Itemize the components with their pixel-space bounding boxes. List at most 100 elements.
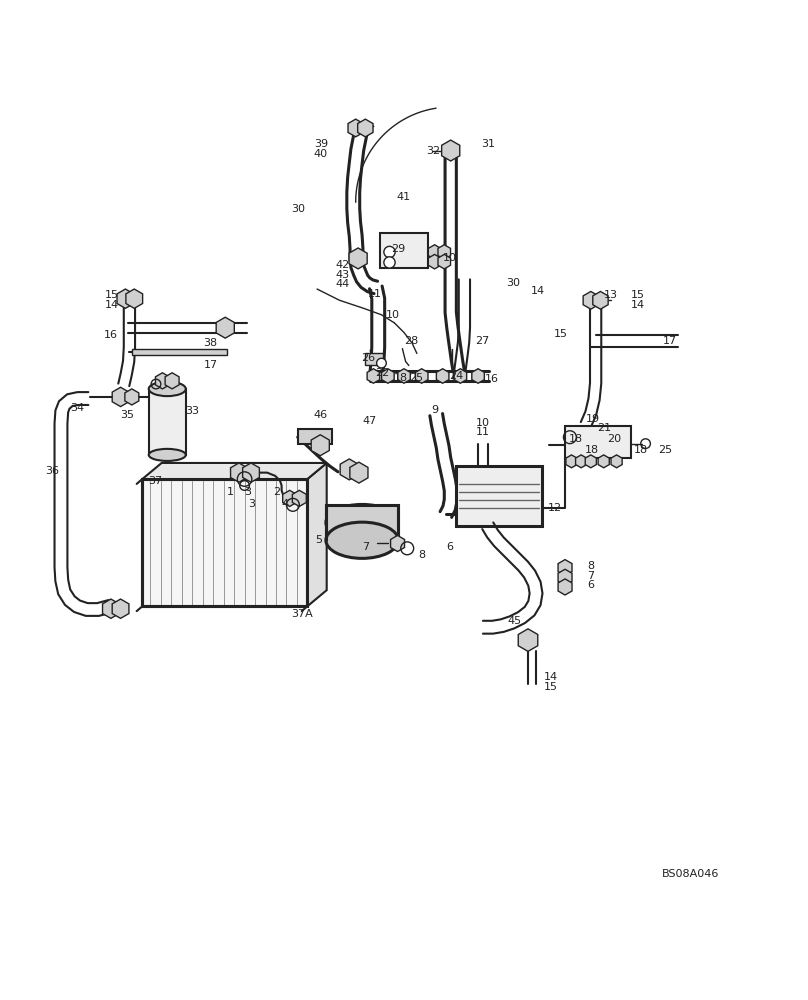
Text: 16: 16 <box>485 374 499 384</box>
Polygon shape <box>165 373 179 389</box>
Text: 10: 10 <box>476 418 490 428</box>
Polygon shape <box>566 455 577 468</box>
Ellipse shape <box>326 522 398 558</box>
Text: 47: 47 <box>363 416 377 426</box>
Text: 10: 10 <box>443 253 457 263</box>
Polygon shape <box>142 463 326 479</box>
Text: 3: 3 <box>248 499 255 509</box>
Text: 1: 1 <box>227 487 234 497</box>
Polygon shape <box>217 317 234 338</box>
Polygon shape <box>242 463 259 482</box>
Text: 35: 35 <box>120 410 135 420</box>
Circle shape <box>384 246 395 258</box>
Text: 14: 14 <box>544 672 558 682</box>
Text: 17: 17 <box>663 336 677 346</box>
Text: 21: 21 <box>597 423 612 433</box>
Text: 14: 14 <box>104 300 119 310</box>
Text: 44: 44 <box>335 279 350 289</box>
Polygon shape <box>381 369 394 383</box>
Polygon shape <box>230 463 247 482</box>
Text: 5: 5 <box>315 535 322 545</box>
Polygon shape <box>349 248 367 269</box>
Polygon shape <box>348 119 364 137</box>
Text: 18: 18 <box>584 445 599 455</box>
Text: 18: 18 <box>393 373 408 383</box>
Text: 37A: 37A <box>291 609 313 619</box>
Bar <box>297 429 331 444</box>
Text: 14: 14 <box>631 300 646 310</box>
Text: 39: 39 <box>314 139 328 149</box>
Polygon shape <box>611 455 622 468</box>
Text: 18: 18 <box>634 445 648 455</box>
Text: 24: 24 <box>449 371 463 381</box>
Polygon shape <box>585 455 596 468</box>
Polygon shape <box>126 289 143 308</box>
Text: 25: 25 <box>409 373 423 383</box>
Polygon shape <box>454 369 467 383</box>
Polygon shape <box>112 599 129 618</box>
Text: 38: 38 <box>203 338 217 348</box>
Text: 27: 27 <box>475 336 489 346</box>
Text: BS08A046: BS08A046 <box>662 869 719 879</box>
Text: 7: 7 <box>587 571 595 581</box>
Bar <box>326 505 398 540</box>
Text: 13: 13 <box>604 290 617 300</box>
Text: 11: 11 <box>368 289 381 299</box>
Text: 37: 37 <box>148 476 162 486</box>
Text: 43: 43 <box>335 270 350 280</box>
Text: 45: 45 <box>507 616 521 626</box>
Text: 6: 6 <box>587 580 595 590</box>
Polygon shape <box>292 490 306 506</box>
Polygon shape <box>398 369 410 383</box>
Text: 17: 17 <box>204 360 218 370</box>
Text: 20: 20 <box>607 434 621 444</box>
Text: 4: 4 <box>282 499 288 509</box>
Bar <box>365 353 383 365</box>
Bar <box>142 479 307 606</box>
Bar <box>380 233 428 268</box>
Text: 15: 15 <box>553 329 568 339</box>
Polygon shape <box>283 490 297 506</box>
Polygon shape <box>103 599 120 618</box>
Text: 19: 19 <box>586 414 600 424</box>
Polygon shape <box>415 369 428 383</box>
Text: 14: 14 <box>531 286 545 296</box>
Text: 36: 36 <box>45 466 59 476</box>
Bar <box>456 466 542 526</box>
Polygon shape <box>438 245 451 259</box>
Bar <box>142 479 307 606</box>
Text: 8: 8 <box>419 550 426 560</box>
Bar <box>149 389 186 455</box>
Text: 30: 30 <box>291 204 305 214</box>
Text: 41: 41 <box>396 192 410 202</box>
Polygon shape <box>428 245 441 259</box>
Polygon shape <box>428 254 441 269</box>
Text: 25: 25 <box>659 445 672 455</box>
Polygon shape <box>436 369 449 383</box>
Polygon shape <box>442 140 460 161</box>
Polygon shape <box>593 291 608 309</box>
Text: 8: 8 <box>587 561 595 571</box>
Bar <box>565 426 631 458</box>
Text: 3: 3 <box>245 487 251 497</box>
Text: 31: 31 <box>482 139 495 149</box>
Text: 2: 2 <box>274 487 280 497</box>
Text: 26: 26 <box>361 353 376 363</box>
Polygon shape <box>518 629 538 651</box>
Polygon shape <box>583 291 599 309</box>
Polygon shape <box>307 463 326 606</box>
Polygon shape <box>311 435 330 456</box>
Polygon shape <box>598 455 609 468</box>
Text: 33: 33 <box>185 406 199 416</box>
Text: 12: 12 <box>547 503 562 513</box>
Polygon shape <box>558 560 572 576</box>
Text: 32: 32 <box>426 146 440 156</box>
Polygon shape <box>155 373 170 389</box>
Text: 18: 18 <box>569 434 583 444</box>
Polygon shape <box>438 254 451 269</box>
Ellipse shape <box>149 449 186 461</box>
Bar <box>132 349 227 355</box>
Text: 34: 34 <box>70 403 85 413</box>
Polygon shape <box>125 389 139 405</box>
Polygon shape <box>390 535 405 552</box>
